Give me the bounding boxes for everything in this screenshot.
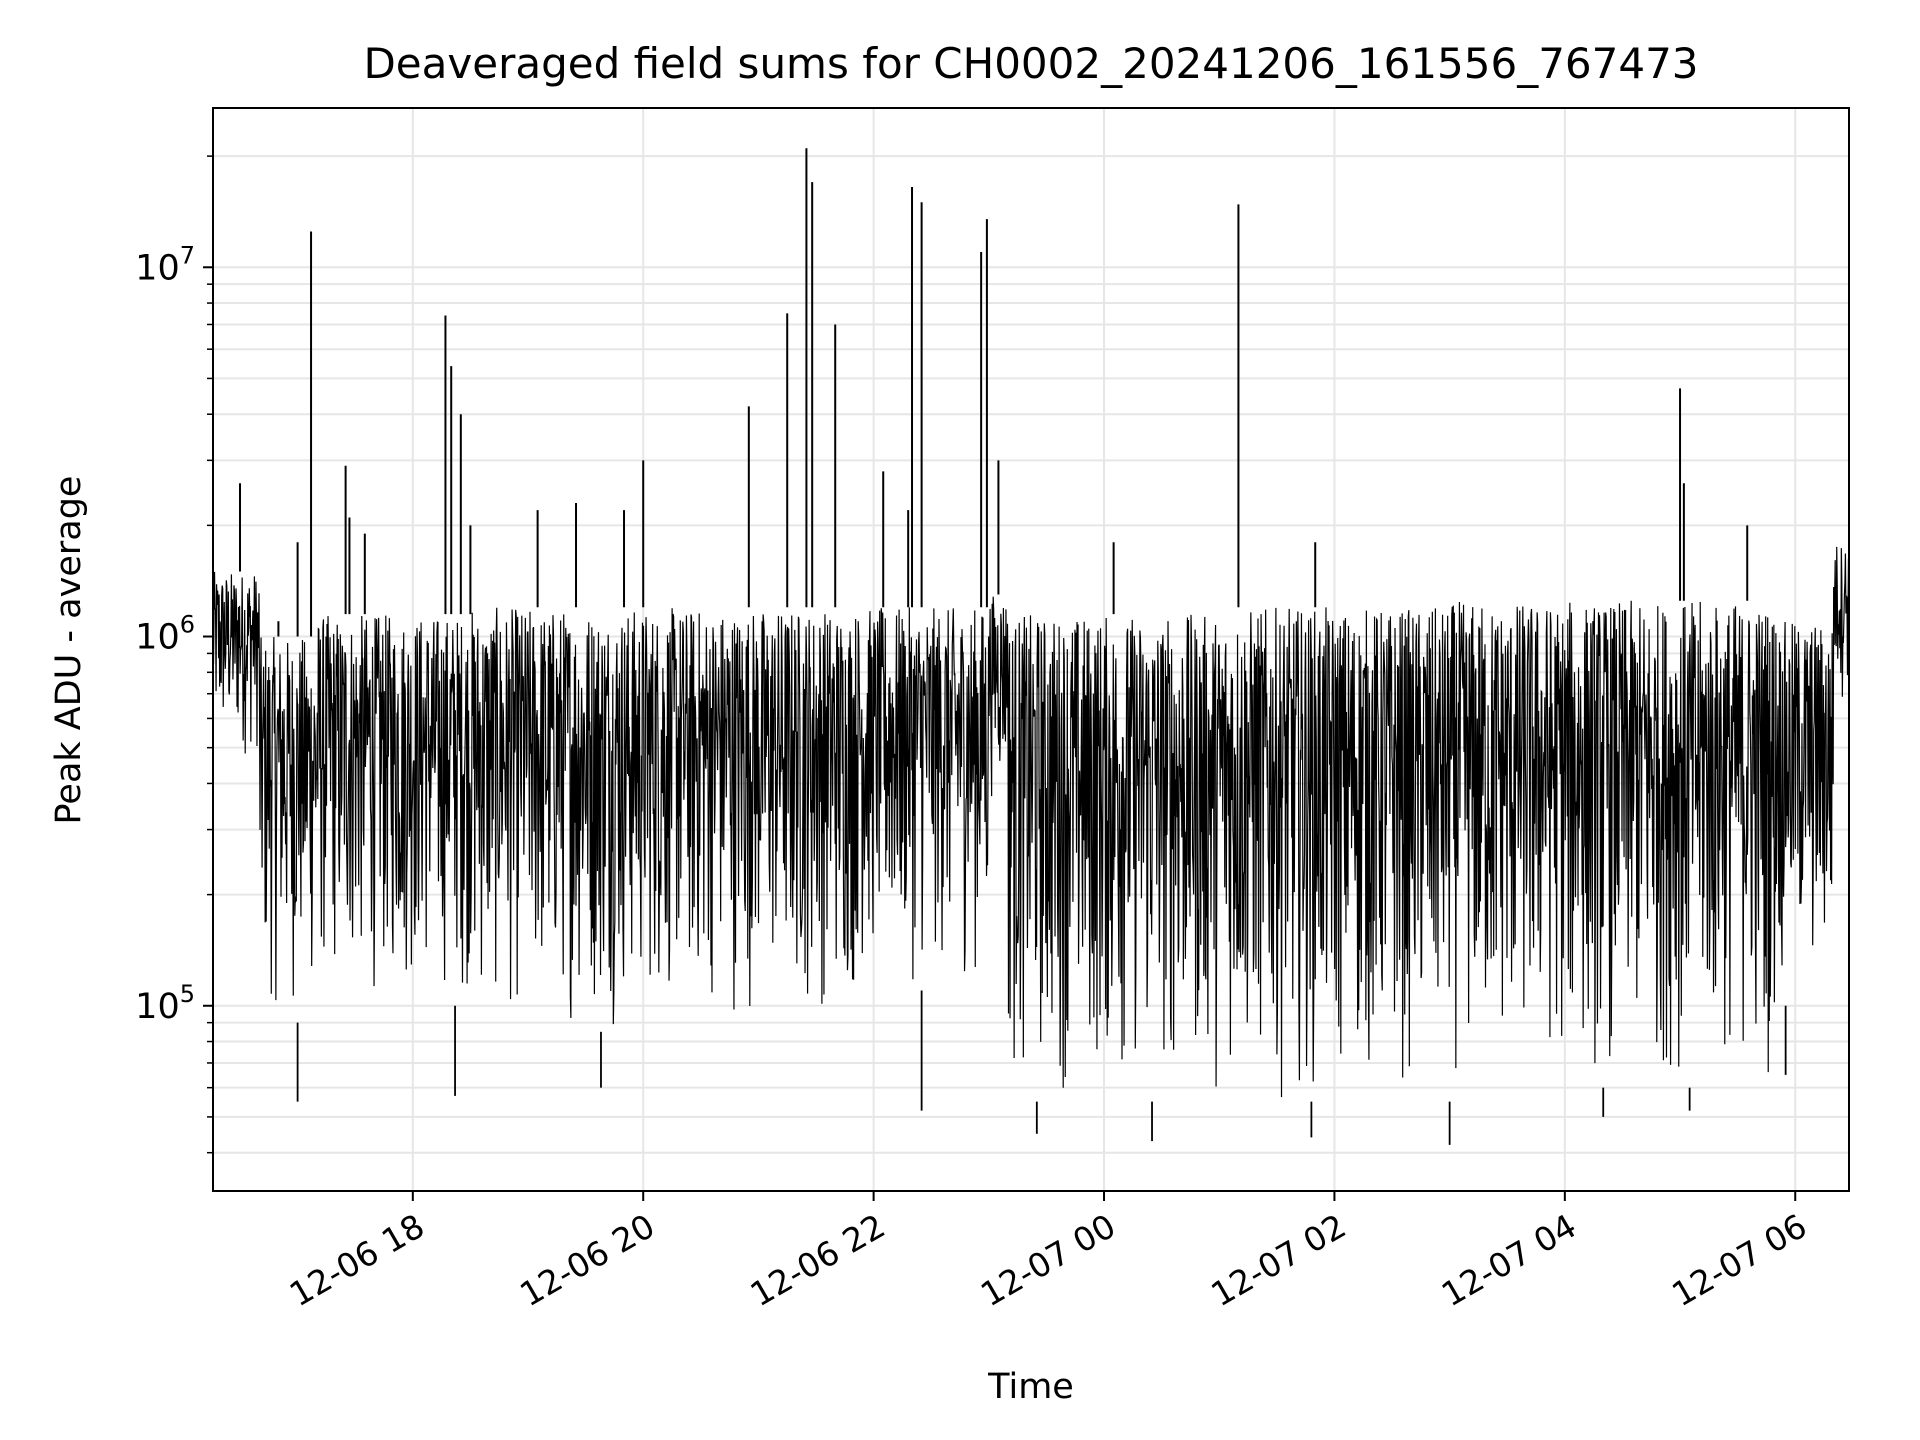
series-trace <box>212 546 1850 1098</box>
x-axis-label: Time <box>987 1367 1074 1407</box>
chart-title: Deaveraged field sums for CH0002_2024120… <box>363 39 1698 88</box>
data-series <box>212 148 1850 1145</box>
plot-frame <box>212 107 1850 1192</box>
y-axis-label: Peak ADU - average <box>49 476 89 825</box>
